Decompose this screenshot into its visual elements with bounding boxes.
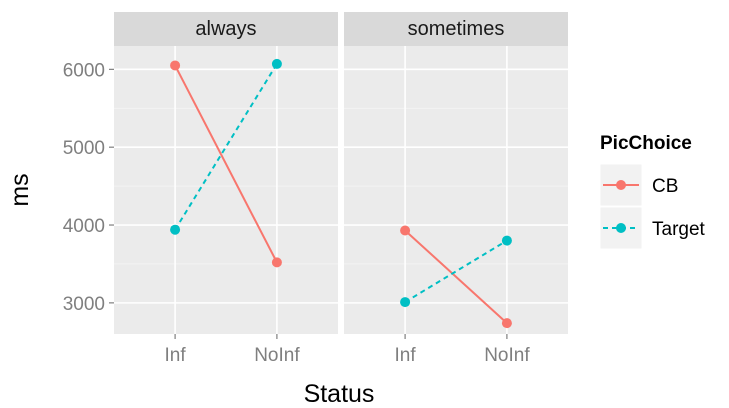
facet-strip-label: sometimes — [408, 18, 505, 40]
facet-panels: always sometimes — [114, 12, 568, 334]
legend-key-point — [616, 223, 626, 233]
panel-background — [344, 46, 568, 334]
series-line-target — [174, 63, 278, 231]
data-point-target-noinf — [501, 235, 512, 246]
x-axis: Inf NoInf Inf NoInf — [165, 334, 530, 366]
data-point-cb-noinf — [501, 318, 512, 329]
legend-title: PicChoice — [600, 133, 692, 154]
y-tick-label: 3000 — [63, 294, 105, 315]
x-tick-label: Inf — [395, 345, 417, 366]
legend-item-cb: CB — [599, 163, 678, 207]
data-point-cb-inf — [170, 60, 181, 71]
facet-panel-sometimes: sometimes — [344, 12, 568, 334]
facet-strip — [114, 12, 338, 46]
series-line-cb — [404, 229, 508, 324]
legend-item-target: Target — [599, 206, 706, 250]
facet-panel-always: always — [114, 12, 338, 334]
series-line-cb — [174, 65, 278, 263]
data-point-cb-inf — [400, 225, 411, 236]
y-axis: 3000 4000 5000 6000 — [63, 60, 114, 315]
data-point-target-noinf — [271, 58, 282, 69]
y-tick-label: 6000 — [63, 60, 105, 81]
legend-key-point — [616, 180, 626, 190]
x-axis-title: Status — [304, 380, 375, 408]
data-point-cb-noinf — [271, 257, 282, 268]
legend-label: CB — [652, 176, 678, 197]
series-line-target — [404, 239, 508, 303]
x-tick-label: NoInf — [254, 345, 300, 366]
x-tick-label: Inf — [165, 345, 187, 366]
legend: PicChoice CB Target — [599, 133, 706, 250]
facet-strip — [344, 12, 568, 46]
x-tick-label: NoInf — [484, 345, 530, 366]
y-tick-label: 5000 — [63, 138, 105, 159]
legend-label: Target — [652, 219, 706, 240]
facet-strip-label: always — [195, 18, 256, 40]
y-axis-title: ms — [6, 173, 34, 206]
data-point-target-inf — [400, 297, 411, 308]
y-tick-label: 4000 — [63, 216, 105, 237]
panel-background — [114, 46, 338, 334]
data-point-target-inf — [170, 224, 181, 235]
